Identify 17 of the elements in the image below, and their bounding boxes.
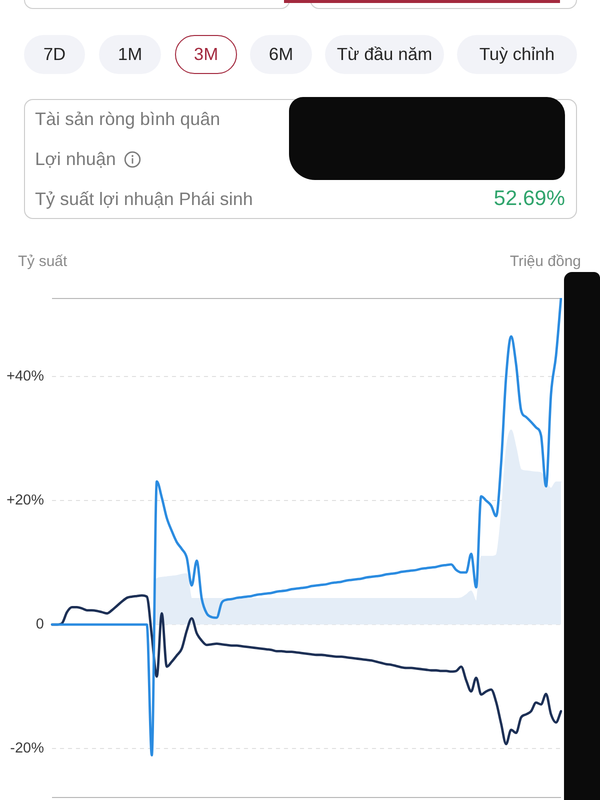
period-button[interactable]: Tuỳ chỉnh [457, 35, 577, 74]
y-axis-title: Tỷ suất [18, 253, 68, 270]
y-tick-label: +20% [6, 492, 44, 509]
text: Tỷ suất lợi nhuận Phái sinh [35, 188, 253, 210]
y-tick-label: -20% [10, 740, 44, 756]
y2-axis-title: Triệu đồng [510, 253, 581, 270]
period-button[interactable]: 6M [250, 35, 312, 74]
y-tick-label: +40% [6, 368, 44, 385]
period-button[interactable]: 1M [99, 35, 161, 74]
period-button[interactable]: 7D [24, 35, 85, 74]
text: 52.69% [494, 187, 565, 211]
text: Tài sản ròng bình quân [35, 108, 220, 130]
period-button[interactable]: Từ đầu năm [325, 35, 444, 74]
text: Lợi nhuận [35, 148, 116, 170]
period-button[interactable]: 3M [175, 35, 237, 74]
line-series [50, 298, 562, 756]
y-tick-label: 0 [36, 616, 44, 633]
